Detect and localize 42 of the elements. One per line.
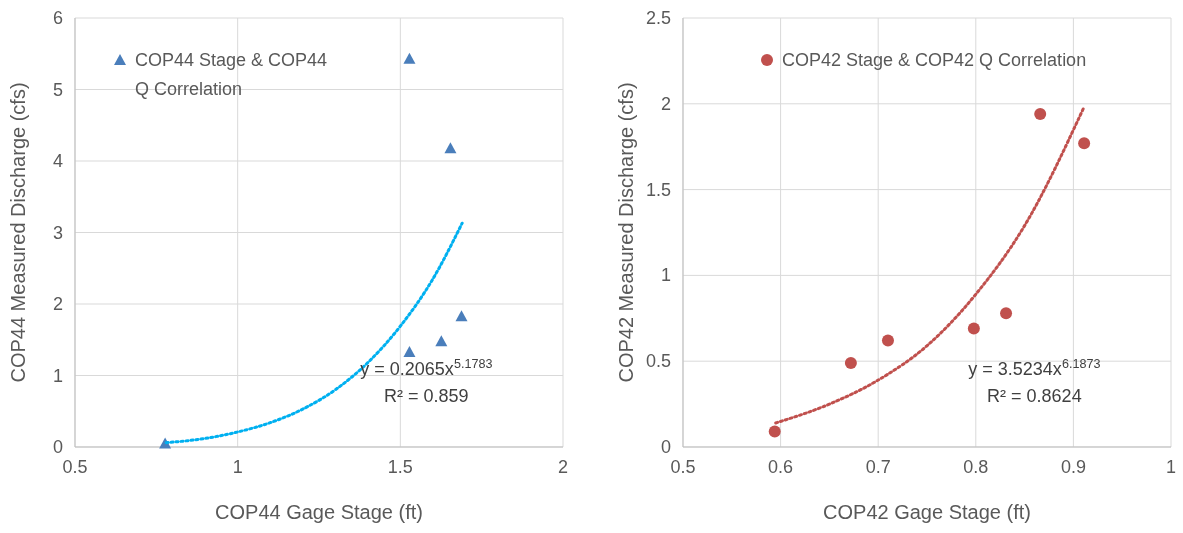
x-axis-title: COP42 Gage Stage (ft) bbox=[823, 501, 1031, 523]
y-axis-title: COP44 Measured Discharge (cfs) bbox=[7, 82, 29, 383]
y-tick-label: 6 bbox=[52, 8, 63, 28]
y-tick-label: 2 bbox=[660, 93, 671, 114]
point bbox=[844, 356, 857, 369]
point bbox=[403, 345, 416, 357]
y-tick-label: 4 bbox=[52, 151, 63, 171]
y-tick-label: 2 bbox=[52, 294, 63, 314]
x-tick-label: 0.7 bbox=[865, 457, 891, 477]
y-tick-label: 1.5 bbox=[645, 179, 671, 200]
point bbox=[1000, 307, 1013, 320]
y-tick-label: 1 bbox=[52, 365, 63, 386]
point bbox=[881, 334, 894, 347]
y-tick-label: 3 bbox=[52, 222, 63, 243]
x-axis-title: COP44 Gage Stage (ft) bbox=[215, 501, 423, 523]
y-tick-label: 5 bbox=[52, 79, 63, 100]
y-tick-label: 0 bbox=[52, 437, 63, 457]
point bbox=[455, 310, 468, 322]
annotation: R² = 0.8624 bbox=[987, 386, 1082, 406]
point bbox=[768, 425, 781, 438]
y-tick-label: 0.5 bbox=[645, 351, 671, 372]
x-tick-label: 0.8 bbox=[963, 457, 989, 477]
x-tick-label: 1.5 bbox=[387, 457, 413, 477]
point bbox=[403, 52, 416, 64]
annotation: R² = 0.859 bbox=[384, 386, 469, 406]
y-tick-label: 1 bbox=[660, 265, 671, 286]
x-tick-label: 2 bbox=[557, 457, 569, 477]
point bbox=[444, 142, 457, 154]
y-tick-label: 0 bbox=[660, 437, 671, 457]
x-tick-label: 1 bbox=[1165, 457, 1177, 477]
point bbox=[1078, 137, 1091, 150]
x-tick-label: 0.9 bbox=[1060, 457, 1086, 477]
annotation: y = 3.5234x$^{6.1873}$ bbox=[968, 357, 1101, 379]
x-tick-label: 1 bbox=[232, 457, 243, 477]
point bbox=[435, 335, 448, 347]
y-tick-label: 2.5 bbox=[645, 8, 671, 28]
x-tick-label: 0.6 bbox=[768, 457, 794, 477]
legend-label: COP44 Stage & COP44 Q Correlation bbox=[135, 50, 328, 99]
y-axis-title: COP42 Measured Discharge (cfs) bbox=[615, 82, 637, 383]
legend-label: COP42 Stage & COP42 Q Correlation bbox=[782, 50, 1087, 70]
point bbox=[967, 322, 980, 335]
point bbox=[1034, 108, 1047, 121]
